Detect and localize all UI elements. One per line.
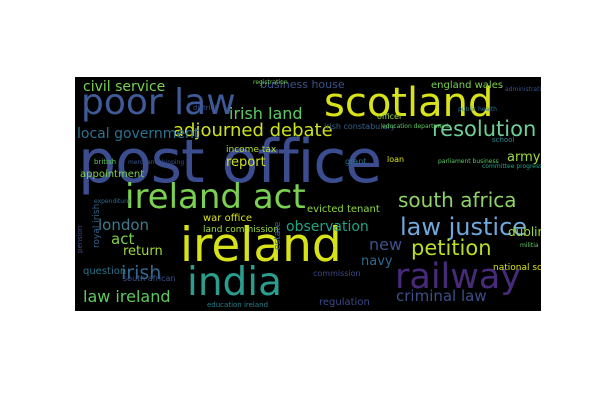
word-education-ireland: education ireland	[207, 301, 269, 309]
word-public-health: public health	[458, 106, 497, 113]
word-petition: petition	[411, 236, 492, 260]
word-irish: irish	[121, 262, 162, 284]
word-loan: loan	[387, 155, 405, 164]
word-question: question	[83, 266, 127, 277]
word-education-department: education department	[382, 123, 450, 130]
word-local-government: local government	[77, 126, 200, 142]
word-irish-land: irish land	[229, 104, 303, 123]
word-business-house: business house	[260, 78, 345, 91]
word-return: return	[123, 244, 163, 259]
word-estate: estate	[273, 221, 283, 250]
word-law-ireland: law ireland	[83, 287, 171, 306]
word-resolution: resolution	[432, 117, 537, 141]
word-committee-progress: committee progress	[482, 163, 541, 170]
word-school: school	[492, 136, 515, 144]
word-post-office: post office	[78, 127, 382, 197]
word-income-tax: income tax	[226, 145, 277, 155]
word-england-wales: england wales	[431, 80, 504, 91]
word-act: act	[111, 230, 135, 248]
word-war-office: war office	[203, 213, 253, 224]
word-london: london	[98, 216, 150, 234]
word-district: district	[193, 104, 218, 112]
word-regulation: regulation	[319, 297, 370, 308]
word-army: army	[507, 150, 541, 165]
word-civil-service: civil service	[83, 79, 166, 95]
word-administration: administration	[505, 86, 541, 93]
word-scotland: scotland	[324, 80, 494, 126]
word-officer: officer	[377, 112, 403, 121]
word-south-africa: south africa	[398, 188, 517, 212]
word-land-commission: land commission	[203, 225, 279, 235]
word-law-justice: law justice	[400, 213, 528, 241]
word-new: new	[369, 235, 403, 254]
word-merchant-shipping: merchant shipping	[128, 159, 185, 166]
word-ireland: ireland	[180, 218, 342, 273]
word-report: report	[226, 155, 266, 170]
word-navy: navy	[361, 254, 393, 269]
word-militia: militia	[520, 242, 539, 249]
word-royal-irish: royal irish	[92, 203, 102, 248]
word-adjourned-debate: adjourned debate	[173, 120, 333, 141]
word-national-school: national school	[493, 263, 541, 273]
word-expenditure: expenditure	[94, 198, 131, 205]
word-british: british	[94, 158, 117, 166]
word-india: india	[187, 260, 283, 305]
word-parliament-business: parliament business	[438, 158, 499, 165]
word-commission: commission	[313, 269, 361, 278]
word-ireland-act: ireland act	[125, 177, 306, 217]
word-poor-law: poor law	[81, 82, 236, 123]
word-cloud: post office ireland ireland act scotland poo…	[75, 77, 541, 311]
word-observation: observation	[286, 219, 369, 235]
word-criminal-law: criminal law	[396, 287, 487, 305]
word-evicted-tenant: evicted tenant	[307, 204, 380, 215]
word-pension: pension	[76, 225, 84, 254]
word-appointment: appointment	[80, 169, 145, 180]
word-grant: grant	[345, 157, 367, 166]
word-south-african: south african	[123, 274, 176, 283]
word-railway: railway	[395, 257, 522, 297]
word-irish-constabulary: irish constabulary	[324, 122, 396, 131]
word-dublin: dublin	[508, 225, 541, 239]
word-registration: registration	[253, 79, 288, 86]
